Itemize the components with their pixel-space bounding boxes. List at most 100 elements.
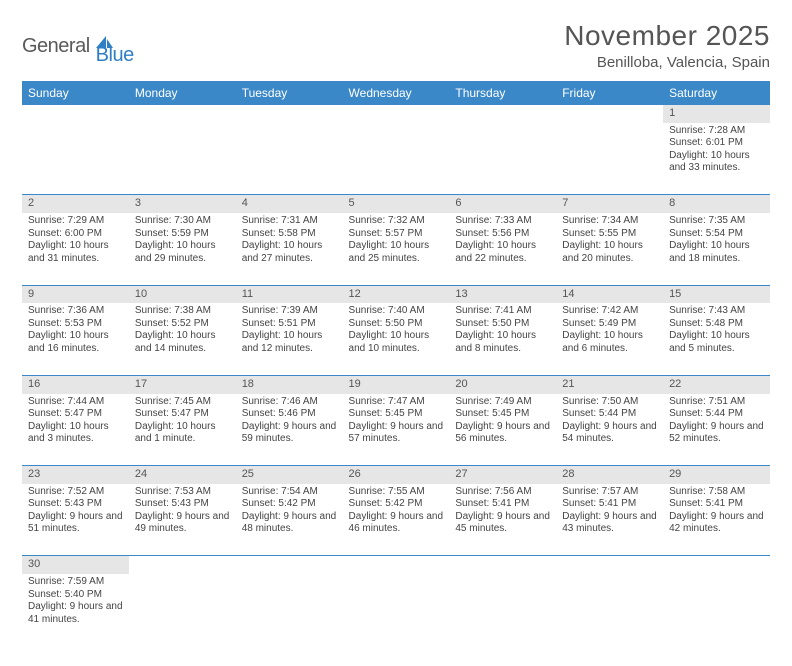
day-number: 14 (556, 285, 663, 303)
day-cell: Sunrise: 7:40 AMSunset: 5:50 PMDaylight:… (343, 303, 450, 375)
sunrise-text: Sunrise: 7:36 AM (28, 305, 123, 318)
day-number: 23 (22, 466, 129, 484)
day-number: 21 (556, 375, 663, 393)
daylight-text: Daylight: 10 hours and 20 minutes. (562, 240, 657, 265)
daylight-text: Daylight: 10 hours and 31 minutes. (28, 240, 123, 265)
sunset-text: Sunset: 5:57 PM (349, 228, 444, 241)
day-cell: Sunrise: 7:31 AMSunset: 5:58 PMDaylight:… (236, 213, 343, 285)
day-number: 8 (663, 195, 770, 213)
day-cell (236, 123, 343, 195)
sunset-text: Sunset: 5:53 PM (28, 318, 123, 331)
daylight-text: Daylight: 10 hours and 5 minutes. (669, 330, 764, 355)
sunset-text: Sunset: 5:45 PM (455, 408, 550, 421)
sunrise-text: Sunrise: 7:50 AM (562, 396, 657, 409)
logo-text-blue: Blue (96, 26, 134, 67)
week-row: Sunrise: 7:36 AMSunset: 5:53 PM Daylight:… (22, 303, 770, 375)
sunset-text: Sunset: 5:44 PM (562, 408, 657, 421)
sunrise-text: Sunrise: 7:32 AM (349, 215, 444, 228)
day-header: Monday (129, 81, 236, 105)
day-cell: Sunrise: 7:55 AMSunset: 5:42 PMDaylight:… (343, 484, 450, 556)
day-cell (129, 123, 236, 195)
sunrise-text: Sunrise: 7:56 AM (455, 486, 550, 499)
daylight-text: Daylight: 9 hours and 51 minutes. (28, 511, 123, 536)
day-header: Sunday (22, 81, 129, 105)
day-cell: Sunrise: 7:51 AMSunset: 5:44 PMDaylight:… (663, 394, 770, 466)
day-cell: Sunrise: 7:49 AMSunset: 5:45 PMDaylight:… (449, 394, 556, 466)
sunrise-text: Sunrise: 7:47 AM (349, 396, 444, 409)
sunrise-text: Sunrise: 7:44 AM (28, 396, 123, 409)
calendar-page: General Blue November 2025 Benilloba, Va… (0, 0, 792, 666)
day-number: 9 (22, 285, 129, 303)
sunset-text: Sunset: 5:41 PM (455, 498, 550, 511)
day-cell: Sunrise: 7:50 AMSunset: 5:44 PMDaylight:… (556, 394, 663, 466)
daylight-text: Daylight: 10 hours and 8 minutes. (455, 330, 550, 355)
sunset-text: Sunset: 5:58 PM (242, 228, 337, 241)
day-header: Friday (556, 81, 663, 105)
sunset-text: Sunset: 5:41 PM (669, 498, 764, 511)
day-cell: Sunrise: 7:32 AMSunset: 5:57 PMDaylight:… (343, 213, 450, 285)
sunrise-text: Sunrise: 7:39 AM (242, 305, 337, 318)
sunrise-text: Sunrise: 7:58 AM (669, 486, 764, 499)
day-number: 29 (663, 466, 770, 484)
sunrise-text: Sunrise: 7:51 AM (669, 396, 764, 409)
daylight-text: Daylight: 9 hours and 57 minutes. (349, 421, 444, 446)
sunrise-text: Sunrise: 7:53 AM (135, 486, 230, 499)
day-cell: Sunrise: 7:45 AMSunset: 5:47 PMDaylight:… (129, 394, 236, 466)
daylight-text: Daylight: 9 hours and 41 minutes. (28, 601, 123, 626)
day-cell (663, 574, 770, 646)
sunset-text: Sunset: 5:50 PM (455, 318, 550, 331)
day-number: 7 (556, 195, 663, 213)
sunrise-text: Sunrise: 7:54 AM (242, 486, 337, 499)
day-number (236, 105, 343, 123)
daylight-text: Daylight: 10 hours and 14 minutes. (135, 330, 230, 355)
sunset-text: Sunset: 5:52 PM (135, 318, 230, 331)
week-row: Sunrise: 7:28 AMSunset: 6:01 PMDaylight:… (22, 123, 770, 195)
day-number: 24 (129, 466, 236, 484)
sunset-text: Sunset: 6:01 PM (669, 137, 764, 150)
daynum-row: 30 (22, 556, 770, 574)
day-cell: Sunrise: 7:35 AMSunset: 5:54 PMDaylight:… (663, 213, 770, 285)
day-cell: Sunrise: 7:58 AMSunset: 5:41 PMDaylight:… (663, 484, 770, 556)
day-number: 15 (663, 285, 770, 303)
day-cell: Sunrise: 7:56 AMSunset: 5:41 PMDaylight:… (449, 484, 556, 556)
day-number: 12 (343, 285, 450, 303)
sunset-text: Sunset: 5:47 PM (135, 408, 230, 421)
day-number: 1 (663, 105, 770, 123)
day-number: 4 (236, 195, 343, 213)
day-number: 3 (129, 195, 236, 213)
day-cell (22, 123, 129, 195)
sunset-text: Sunset: 5:44 PM (669, 408, 764, 421)
daylight-text: Daylight: 10 hours and 10 minutes. (349, 330, 444, 355)
day-cell: Sunrise: 7:57 AMSunset: 5:41 PMDaylight:… (556, 484, 663, 556)
sunset-text: Sunset: 5:43 PM (135, 498, 230, 511)
day-cell (236, 574, 343, 646)
daylight-text: Daylight: 9 hours and 54 minutes. (562, 421, 657, 446)
daylight-text: Daylight: 9 hours and 48 minutes. (242, 511, 337, 536)
sunrise-text: Sunrise: 7:52 AM (28, 486, 123, 499)
daynum-row: 9101112131415 (22, 285, 770, 303)
day-cell: Sunrise: 7:43 AMSunset: 5:48 PMDaylight:… (663, 303, 770, 375)
day-number: 22 (663, 375, 770, 393)
sunrise-text: Sunrise: 7:40 AM (349, 305, 444, 318)
day-cell (449, 574, 556, 646)
day-number: 2 (22, 195, 129, 213)
day-number (343, 105, 450, 123)
day-cell: Sunrise: 7:28 AMSunset: 6:01 PMDaylight:… (663, 123, 770, 195)
day-number: 19 (343, 375, 450, 393)
day-number: 6 (449, 195, 556, 213)
sunrise-text: Sunrise: 7:46 AM (242, 396, 337, 409)
week-row: Sunrise: 7:44 AM Sunset: 5:47 PM Daylight:… (22, 394, 770, 466)
day-header: Tuesday (236, 81, 343, 105)
daylight-text: Daylight: 9 hours and 42 minutes. (669, 511, 764, 536)
day-number: 13 (449, 285, 556, 303)
daylight-text: Daylight: 9 hours and 56 minutes. (455, 421, 550, 446)
daylight-text: Daylight: 10 hours and 18 minutes. (669, 240, 764, 265)
week-row: Sunrise: 7:52 AMSunset: 5:43 PMDaylight:… (22, 484, 770, 556)
sunrise-text: Sunrise: 7:42 AM (562, 305, 657, 318)
sunset-text: Sunset: 5:43 PM (28, 498, 123, 511)
month-title: November 2025 (564, 20, 770, 52)
sunset-text: Sunset: 5:41 PM (562, 498, 657, 511)
day-number: 25 (236, 466, 343, 484)
logo: General Blue (22, 20, 134, 67)
day-number (129, 105, 236, 123)
